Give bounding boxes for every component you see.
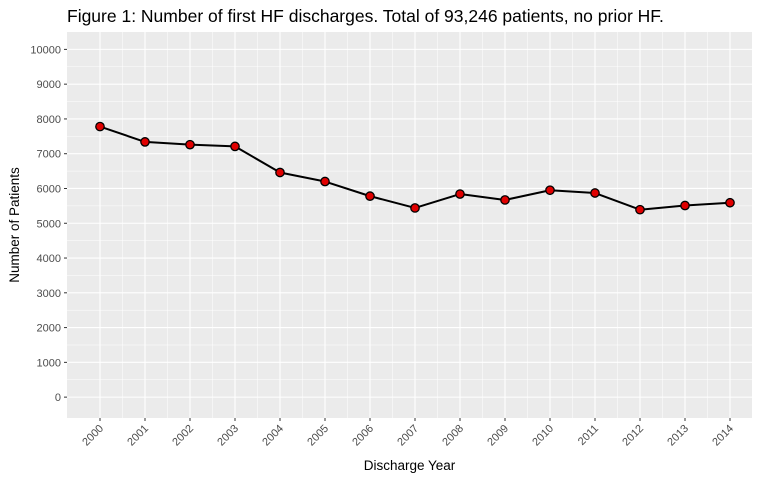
data-point	[140, 137, 150, 147]
x-tick-label: 2009	[485, 423, 511, 449]
y-axis: 0 1000 2000 3000 4000 5000 6000 7000 8000 9000 100…	[30, 44, 67, 404]
y-tick-label: 4000	[37, 253, 61, 265]
data-point	[95, 121, 105, 132]
data-point	[455, 189, 465, 199]
data-point	[545, 185, 555, 196]
x-axis: 2000 2001 2002 2003 2004 2005 2006 2007 2008 2009…	[80, 418, 736, 448]
data-point	[590, 188, 600, 198]
y-tick-label: 7000	[37, 149, 61, 161]
x-tick-label: 2003	[215, 423, 241, 449]
x-tick-label: 2004	[260, 423, 286, 449]
data-point	[725, 197, 735, 208]
chart-title: Figure 1: Number of first HF discharges.…	[67, 6, 664, 26]
x-tick-label: 2008	[440, 423, 466, 449]
x-tick-label: 2001	[125, 423, 151, 449]
data-point	[635, 204, 645, 215]
data-point	[365, 191, 375, 201]
y-axis-title: Number of Patients	[7, 167, 22, 283]
data-point	[680, 200, 690, 211]
data-point	[500, 195, 510, 205]
x-tick-label: 2007	[395, 423, 421, 449]
x-tick-label: 2002	[170, 423, 196, 449]
y-tick-label: 1000	[37, 357, 61, 369]
data-point	[275, 167, 285, 178]
x-tick-label: 2013	[665, 423, 691, 449]
x-tick-label: 2012	[620, 423, 646, 449]
x-tick-label: 2014	[710, 423, 736, 449]
plot-panel	[67, 32, 752, 418]
x-tick-label: 2000	[80, 423, 106, 449]
x-tick-label: 2005	[305, 423, 331, 449]
y-tick-label: 5000	[37, 218, 61, 230]
x-axis-title: Discharge Year	[364, 458, 456, 473]
data-point	[230, 141, 240, 152]
y-tick-label: 8000	[37, 114, 61, 126]
y-tick-label: 9000	[37, 79, 61, 91]
data-point	[185, 139, 195, 150]
y-tick-label: 0	[55, 392, 61, 404]
y-tick-label: 6000	[37, 183, 61, 195]
grid-layer	[67, 32, 752, 418]
y-tick-label: 3000	[37, 288, 61, 300]
x-tick-label: 2010	[530, 423, 556, 449]
y-tick-label: 10000	[30, 44, 61, 56]
y-tick-label: 2000	[37, 323, 61, 335]
series-layer	[95, 121, 735, 215]
x-tick-label: 2006	[350, 423, 376, 449]
data-point	[410, 203, 420, 213]
x-tick-label: 2011	[576, 423, 601, 448]
data-point	[320, 176, 330, 187]
